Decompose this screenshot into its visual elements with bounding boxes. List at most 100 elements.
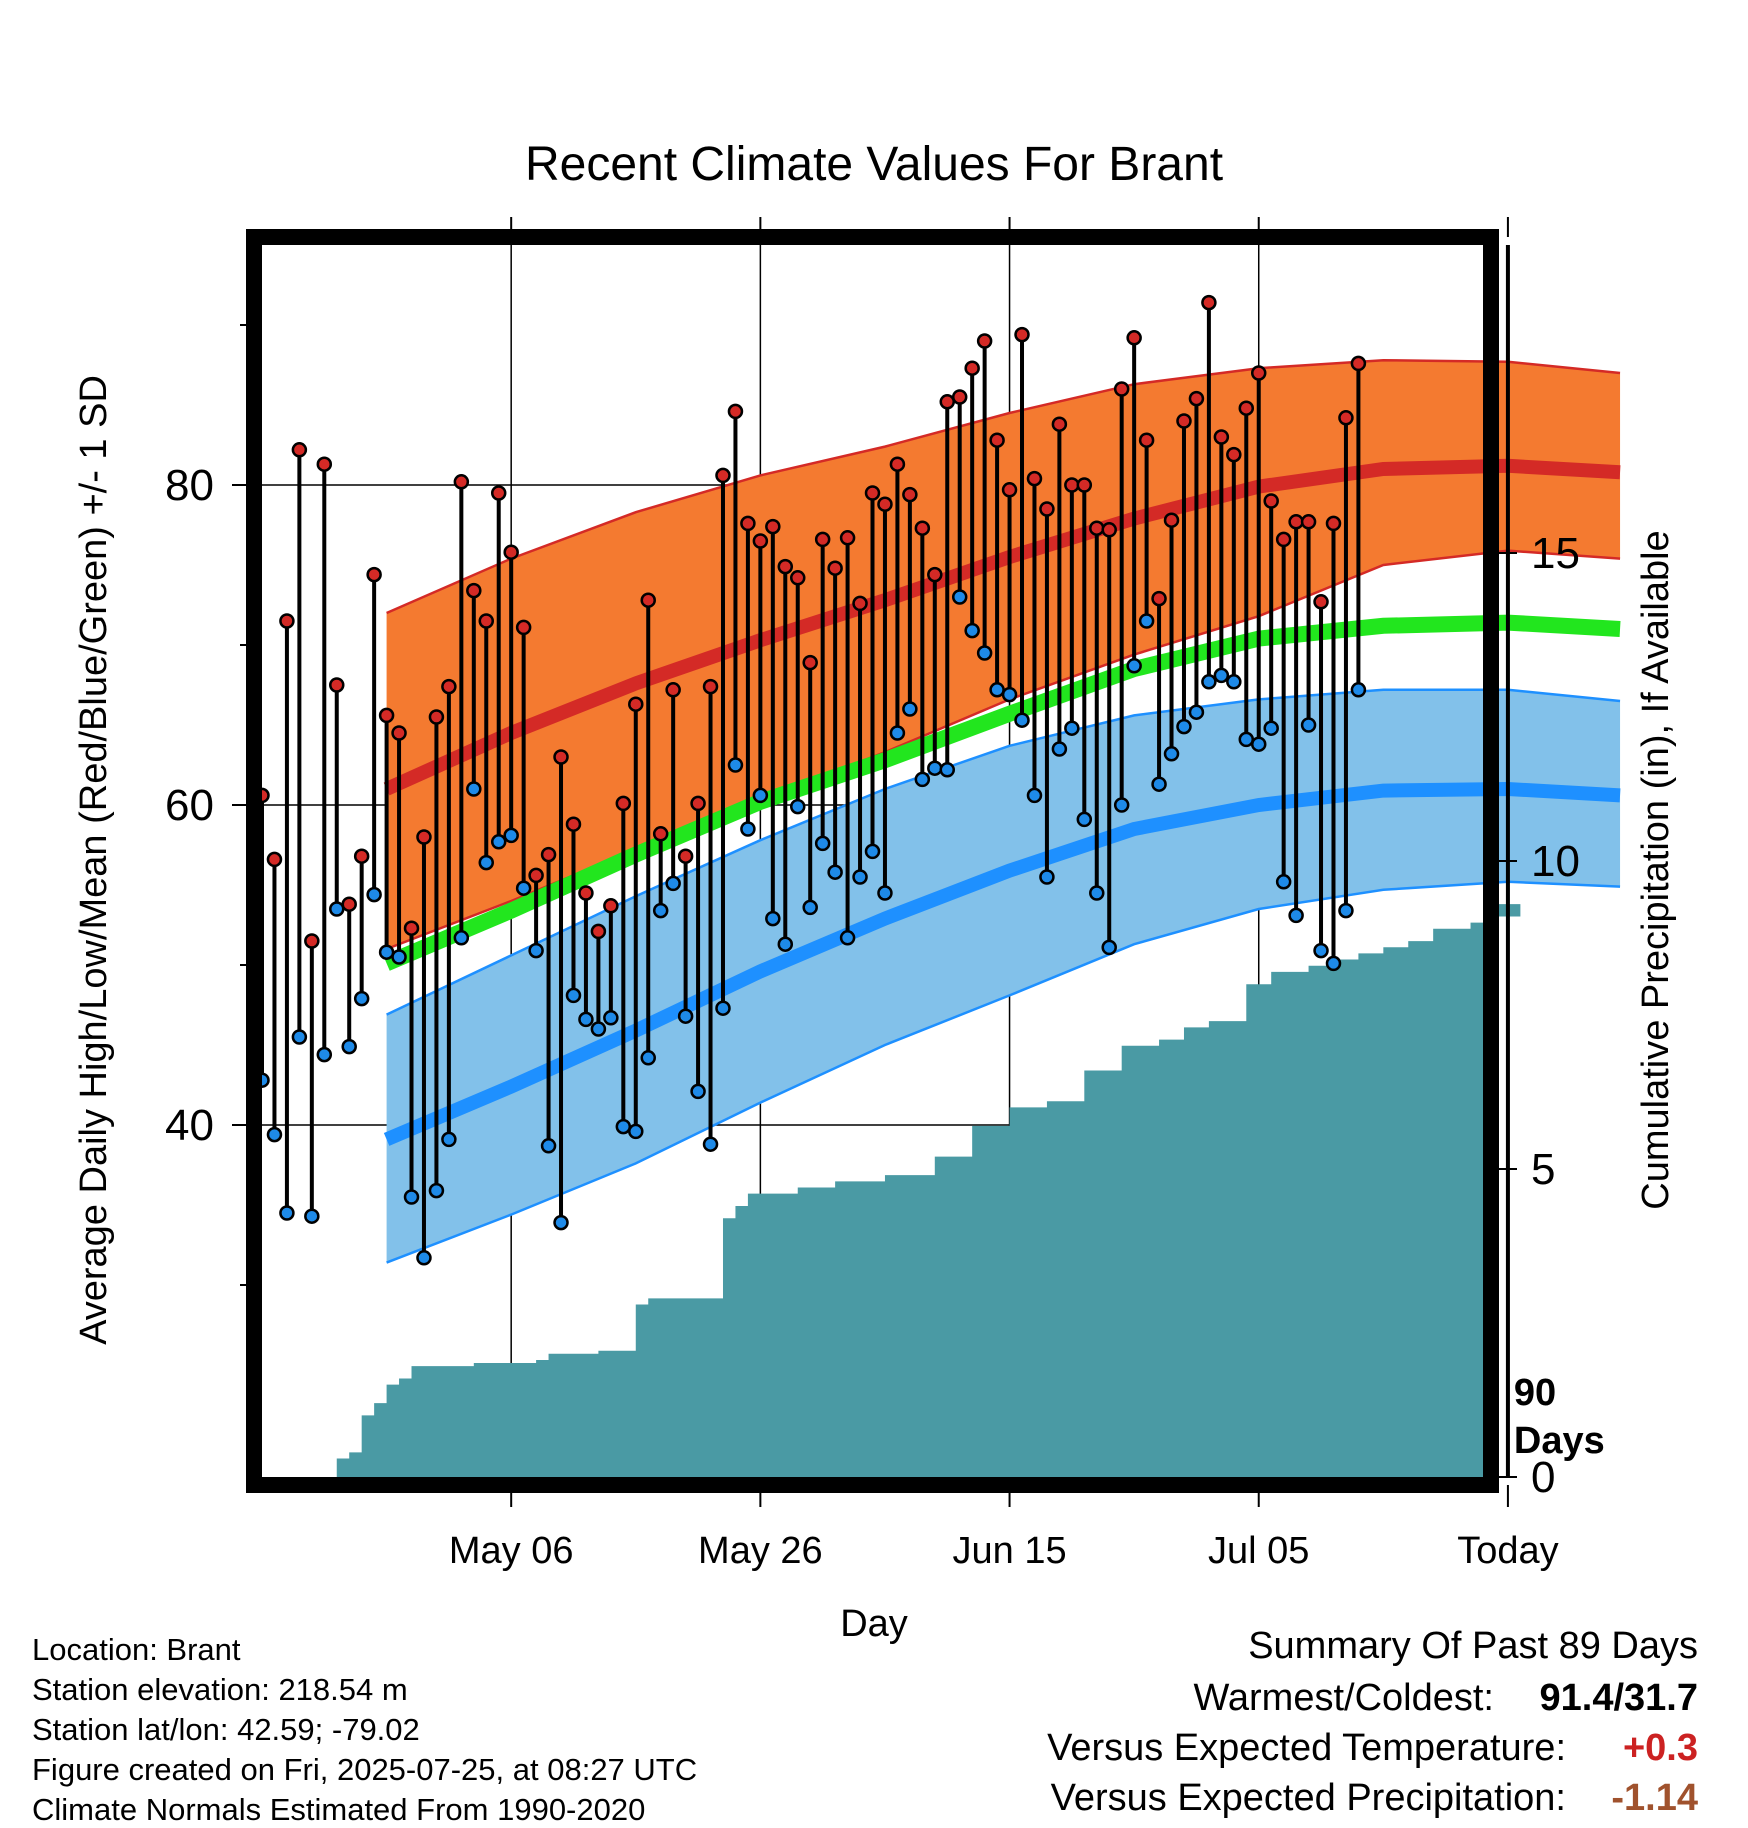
x-axis-label: Day	[840, 1603, 908, 1645]
daily-low-point	[1338, 902, 1354, 919]
daily-low-point	[540, 1138, 557, 1154]
daily-low-point	[453, 930, 470, 946]
right-tick-label: 15	[1531, 529, 1580, 578]
daily-high-point	[266, 851, 283, 868]
daily-high-point	[1039, 501, 1055, 517]
daily-high-point	[316, 456, 333, 472]
daily-high-point	[428, 709, 445, 725]
daily-high-point	[1151, 590, 1167, 607]
daily-low-point	[1101, 939, 1117, 956]
daily-low-point	[765, 910, 781, 927]
daily-low-point	[715, 1000, 731, 1016]
daily-high-point	[1138, 432, 1155, 448]
daily-high-point	[827, 560, 843, 576]
daily-low-point	[603, 1010, 619, 1026]
daily-low-point	[403, 1189, 420, 1205]
daily-high-point	[951, 389, 968, 405]
daily-low-point	[690, 1083, 706, 1100]
daily-high-point	[478, 613, 495, 629]
daily-high-point	[590, 923, 607, 940]
daily-low-point	[291, 1029, 308, 1045]
daily-high-point	[416, 829, 432, 845]
chart-title: Recent Climate Values For Brant	[525, 138, 1223, 191]
daily-low-point	[1263, 720, 1279, 736]
daily-high-point	[989, 432, 1005, 448]
y-axis-label: Average Daily High/Low/Mean (Red/Blue/Gr…	[73, 375, 115, 1345]
daily-low-point	[752, 787, 769, 804]
daily-high-point	[802, 654, 818, 671]
daily-high-point	[515, 619, 532, 636]
temp-value: +0.3	[1623, 1727, 1698, 1769]
precip-value: -1.14	[1611, 1777, 1698, 1819]
daily-low-point	[1188, 704, 1205, 720]
daily-high-point	[403, 920, 420, 936]
daily-high-point	[1238, 400, 1255, 416]
daily-high-point	[329, 677, 345, 693]
daily-low-point	[1039, 869, 1055, 885]
daily-high-point	[789, 570, 806, 586]
daily-high-point	[1213, 429, 1230, 445]
today-days-label-2: Days	[1514, 1420, 1605, 1462]
daily-low-point	[1176, 718, 1192, 735]
daily-high-point	[1163, 512, 1180, 528]
daily-low-point	[839, 930, 856, 946]
today-days-label: 90	[1514, 1372, 1556, 1414]
daily-low-point	[490, 834, 507, 850]
daily-high-point	[877, 496, 893, 512]
daily-high-point	[441, 678, 457, 695]
daily-high-point	[628, 696, 644, 712]
daily-low-point	[889, 725, 906, 741]
daily-low-point	[1076, 811, 1093, 828]
daily-high-point	[740, 515, 756, 532]
daily-high-point	[665, 682, 681, 698]
daily-low-point	[665, 875, 681, 892]
daily-high-point	[603, 898, 619, 914]
daily-low-point	[877, 885, 893, 901]
daily-high-point	[291, 442, 308, 458]
normals-text: Climate Normals Estimated From 1990-2020	[32, 1792, 645, 1827]
daily-high-point	[1338, 410, 1354, 426]
daily-high-point	[1263, 493, 1279, 509]
daily-high-point	[976, 333, 993, 349]
daily-high-point	[964, 360, 980, 376]
right-tick-label: 0	[1531, 1453, 1555, 1502]
daily-low-point	[1313, 942, 1329, 959]
daily-high-point	[528, 867, 544, 884]
daily-low-point	[814, 835, 831, 852]
daily-high-point	[727, 403, 744, 420]
daily-high-point	[391, 725, 407, 741]
daily-low-point	[1238, 731, 1255, 748]
daily-high-point	[540, 846, 557, 863]
daily-low-point	[353, 990, 370, 1007]
daily-high-point	[777, 558, 794, 575]
elevation-text: Station elevation: 218.54 m	[32, 1672, 408, 1707]
daily-low-point	[1113, 797, 1130, 813]
daily-low-point	[590, 1021, 607, 1037]
daily-low-point	[441, 1131, 457, 1148]
daily-high-point	[889, 456, 906, 472]
daily-high-point	[553, 749, 569, 765]
daily-low-point	[1051, 741, 1068, 757]
daily-low-point	[777, 936, 794, 952]
daily-high-point	[304, 933, 320, 949]
daily-high-point	[1188, 390, 1205, 407]
daily-low-point	[628, 1123, 644, 1140]
right-tick-label: 10	[1531, 837, 1580, 886]
daily-high-point	[1089, 520, 1105, 536]
left-tick-label: 80	[165, 461, 214, 510]
daily-high-point	[1076, 477, 1093, 493]
plot-area	[254, 245, 1621, 1477]
daily-low-point	[989, 682, 1005, 698]
x-tick-label: Jul 05	[1208, 1530, 1309, 1572]
daily-low-point	[914, 771, 931, 788]
daily-low-point	[789, 798, 806, 815]
daily-low-point	[1064, 720, 1080, 736]
daily-high-point	[1325, 515, 1342, 532]
daily-high-point	[927, 566, 943, 583]
daily-high-point	[1250, 365, 1267, 381]
daily-low-point	[927, 760, 943, 776]
low-sd-band	[386, 689, 1621, 1263]
daily-low-point	[964, 622, 980, 639]
temp-label: Versus Expected Temperature:	[1047, 1727, 1566, 1769]
daily-low-point	[1151, 776, 1167, 792]
